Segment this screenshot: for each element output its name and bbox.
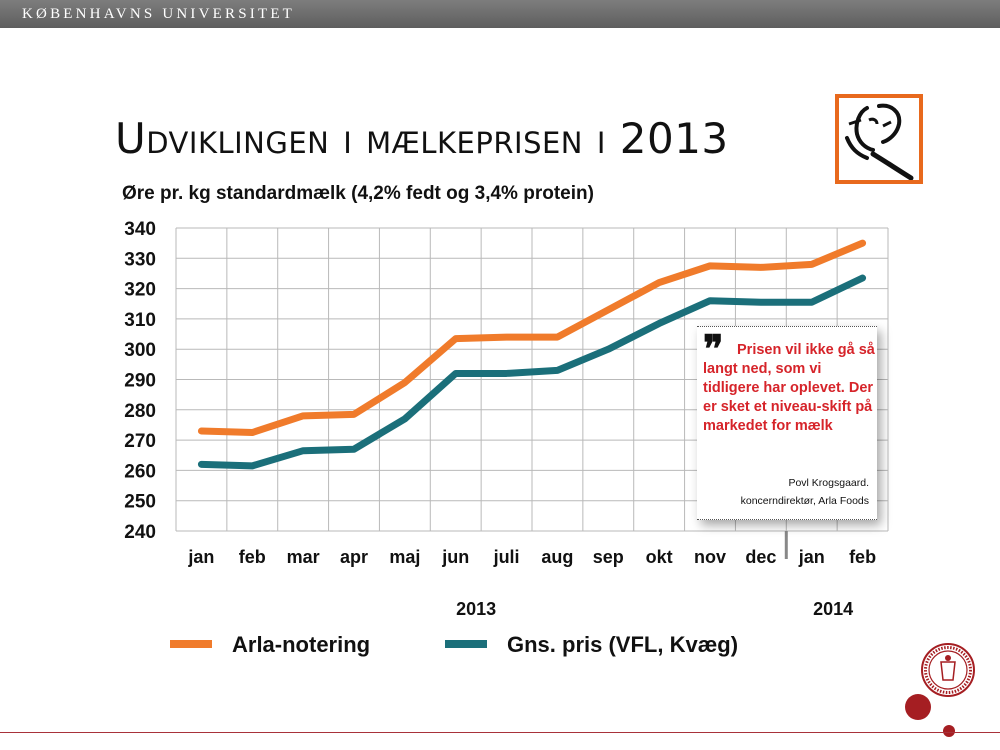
y-tick-label: 260 bbox=[124, 461, 156, 482]
year-labels: 2013 2014 bbox=[456, 599, 853, 619]
y-tick-label: 300 bbox=[124, 340, 156, 361]
x-tick-label: mar bbox=[287, 547, 320, 567]
university-name: KØBENHAVNS UNIVERSITET bbox=[22, 6, 296, 22]
y-tick-label: 290 bbox=[124, 371, 156, 392]
x-tick-label: feb bbox=[849, 547, 876, 567]
quote-mark-icon: ❞ bbox=[703, 329, 724, 371]
x-tick-label: jun bbox=[441, 547, 469, 567]
university-seal-icon bbox=[921, 643, 975, 697]
x-tick-label: jan bbox=[798, 547, 825, 567]
y-axis-ticks: 240 250 260 270 280 290 300 310 320 330 340 bbox=[124, 219, 156, 543]
series-line-0 bbox=[197, 239, 867, 437]
x-tick-label: sep bbox=[593, 547, 624, 567]
x-tick-label: jan bbox=[187, 547, 214, 567]
x-tick-label: feb bbox=[239, 547, 266, 567]
x-tick-label: juli bbox=[493, 547, 520, 567]
x-tick-label: okt bbox=[646, 547, 673, 567]
legend-label: Gns. pris (VFL, Kvæg) bbox=[507, 632, 738, 657]
x-tick-label: apr bbox=[340, 547, 368, 567]
x-tick-label: nov bbox=[694, 547, 726, 567]
slide-title: Udviklingen i mælkeprisen i 2013 bbox=[115, 114, 729, 163]
decor-dot-small bbox=[943, 725, 955, 737]
x-tick-label: maj bbox=[389, 547, 420, 567]
quote-box: ❞ Prisen vil ikke gå så langt ned, som v… bbox=[697, 326, 877, 520]
decor-dot-large bbox=[905, 694, 931, 720]
y-tick-label: 240 bbox=[124, 522, 156, 543]
quote-author: Povl Krogsgaard. bbox=[788, 477, 869, 489]
y-tick-label: 340 bbox=[124, 219, 156, 240]
x-tick-label: dec bbox=[745, 547, 776, 567]
x-tick-label: aug bbox=[541, 547, 573, 567]
quote-text: Prisen vil ikke gå så langt ned, som vi … bbox=[703, 342, 875, 434]
y-tick-label: 310 bbox=[124, 310, 156, 331]
x-axis-ticks: jan feb mar apr maj jun juli aug sep okt nov dec jan… bbox=[187, 547, 876, 567]
legend-label: Arla-notering bbox=[232, 632, 370, 657]
year-label: 2014 bbox=[813, 599, 853, 619]
quote-role: koncerndirektør, Arla Foods bbox=[740, 495, 869, 507]
chart-legend: Arla-notering Gns. pris (VFL, Kvæg) bbox=[170, 632, 738, 657]
footer-line bbox=[0, 732, 1000, 733]
chart-subtitle: Øre pr. kg standardmælk (4,2% fedt og 3,… bbox=[122, 183, 594, 204]
series-line-1 bbox=[197, 274, 867, 470]
y-tick-label: 320 bbox=[124, 280, 156, 301]
farmer-logo-icon bbox=[835, 94, 923, 184]
chart-series bbox=[197, 239, 867, 470]
y-tick-label: 330 bbox=[124, 249, 156, 270]
year-label: 2013 bbox=[456, 599, 496, 619]
y-tick-label: 270 bbox=[124, 431, 156, 452]
y-tick-label: 280 bbox=[124, 401, 156, 422]
y-tick-label: 250 bbox=[124, 492, 156, 513]
header-bar: KØBENHAVNS UNIVERSITET bbox=[0, 0, 1000, 28]
